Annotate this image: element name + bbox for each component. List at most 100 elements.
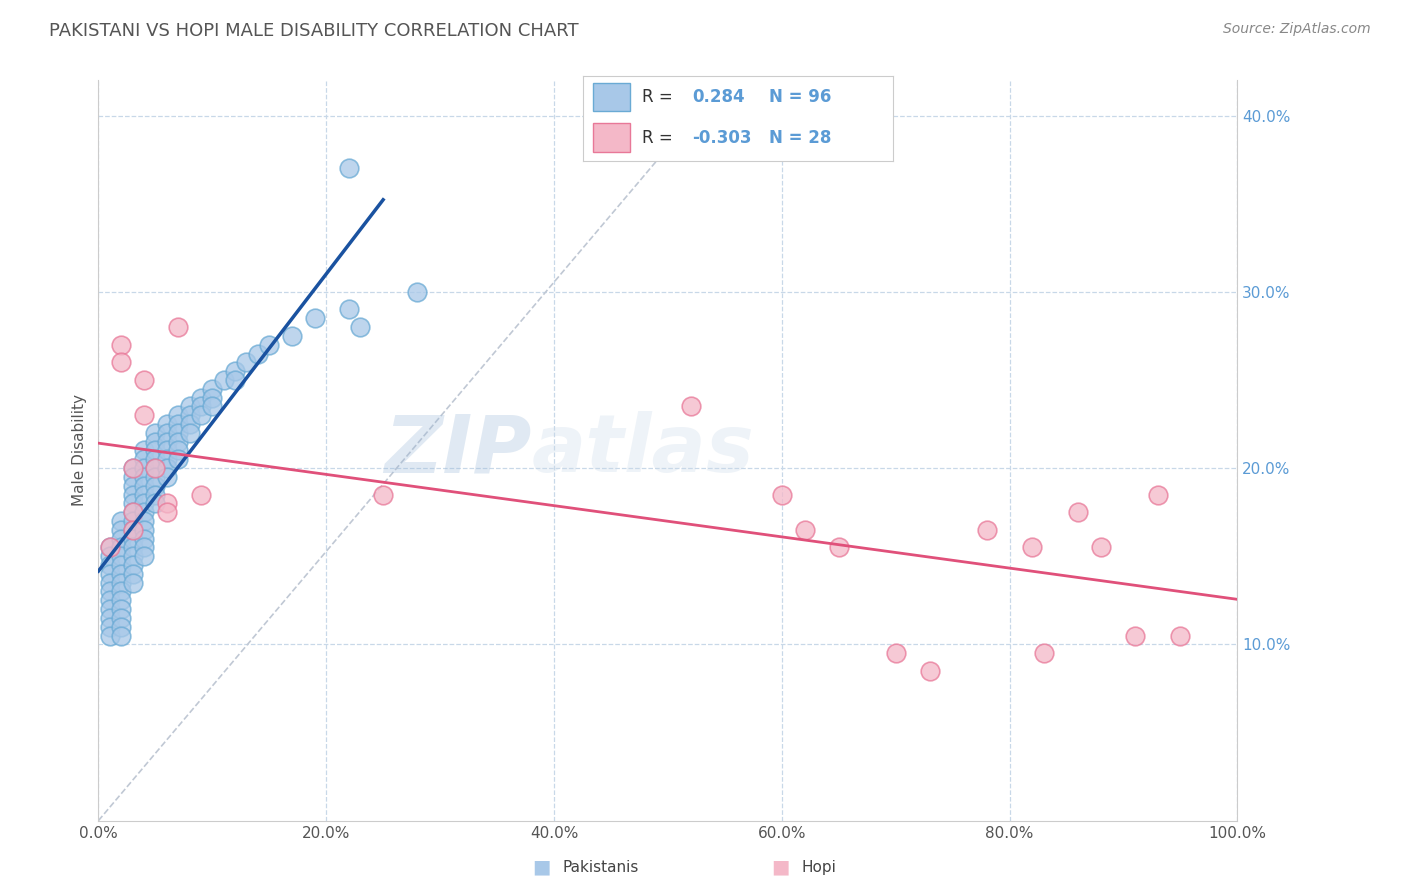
Point [132, 373, 155, 387]
Text: Source: ZipAtlas.com: Source: ZipAtlas.com [1223, 22, 1371, 37]
Point [132, 452, 155, 467]
Point [145, 443, 167, 458]
Point [884, 646, 907, 660]
Point [132, 541, 155, 555]
Text: ZIP: ZIP [384, 411, 531, 490]
Point [976, 523, 998, 537]
Point [132, 496, 155, 510]
Point [167, 434, 190, 449]
Text: R =: R = [643, 88, 678, 106]
Point [110, 523, 132, 537]
Point [224, 373, 246, 387]
Point [1032, 646, 1054, 660]
Point [828, 541, 851, 555]
Point [110, 337, 132, 351]
Point [167, 452, 190, 467]
Point [132, 443, 155, 458]
Point [132, 523, 155, 537]
Point [679, 400, 702, 414]
Point [110, 611, 132, 625]
Point [337, 161, 360, 176]
Point [1021, 541, 1043, 555]
Point [156, 434, 179, 449]
Point [156, 496, 179, 510]
Point [167, 408, 190, 422]
Point [98, 541, 121, 555]
Point [179, 417, 201, 431]
Point [110, 541, 132, 555]
Point [121, 549, 143, 564]
Point [121, 505, 143, 519]
Text: -0.303: -0.303 [692, 128, 751, 146]
Point [371, 487, 394, 501]
Point [190, 400, 212, 414]
Point [98, 575, 121, 590]
Point [145, 434, 167, 449]
Point [304, 311, 326, 326]
Point [179, 408, 201, 422]
Point [98, 566, 121, 581]
Text: PAKISTANI VS HOPI MALE DISABILITY CORRELATION CHART: PAKISTANI VS HOPI MALE DISABILITY CORREL… [49, 22, 579, 40]
Point [156, 417, 179, 431]
Point [1146, 487, 1168, 501]
Point [110, 575, 132, 590]
Point [132, 408, 155, 422]
Point [145, 461, 167, 475]
Point [770, 487, 793, 501]
Point [224, 364, 246, 378]
Point [98, 541, 121, 555]
Point [156, 505, 179, 519]
Point [132, 479, 155, 493]
Point [1067, 505, 1090, 519]
Point [121, 523, 143, 537]
Point [145, 470, 167, 484]
Point [190, 408, 212, 422]
Point [145, 461, 167, 475]
Point [1090, 541, 1112, 555]
Point [918, 664, 941, 678]
Point [281, 329, 304, 343]
Text: N = 96: N = 96 [769, 88, 831, 106]
Text: Pakistanis: Pakistanis [562, 860, 638, 874]
Point [190, 487, 212, 501]
Point [179, 425, 201, 440]
Point [110, 584, 132, 599]
Point [110, 532, 132, 546]
Point [121, 461, 143, 475]
Text: Hopi: Hopi [801, 860, 837, 874]
Text: atlas: atlas [531, 411, 754, 490]
Point [121, 470, 143, 484]
Point [167, 425, 190, 440]
Point [167, 417, 190, 431]
Point [132, 487, 155, 501]
Point [121, 575, 143, 590]
Point [349, 320, 371, 334]
Point [145, 452, 167, 467]
Point [167, 320, 190, 334]
Point [98, 584, 121, 599]
Point [145, 487, 167, 501]
Point [121, 496, 143, 510]
Point [145, 479, 167, 493]
Point [110, 355, 132, 369]
Point [156, 425, 179, 440]
Point [121, 487, 143, 501]
Point [156, 470, 179, 484]
Point [110, 628, 132, 642]
Point [235, 355, 257, 369]
Point [98, 593, 121, 607]
Text: 0.284: 0.284 [692, 88, 744, 106]
FancyBboxPatch shape [593, 123, 630, 152]
Y-axis label: Male Disability: Male Disability [72, 394, 87, 507]
Point [98, 558, 121, 572]
Point [259, 337, 281, 351]
Point [201, 382, 224, 396]
FancyBboxPatch shape [593, 83, 630, 112]
Point [132, 505, 155, 519]
Point [110, 558, 132, 572]
Point [110, 620, 132, 634]
Point [132, 549, 155, 564]
Point [110, 593, 132, 607]
Text: N = 28: N = 28 [769, 128, 831, 146]
Point [98, 628, 121, 642]
